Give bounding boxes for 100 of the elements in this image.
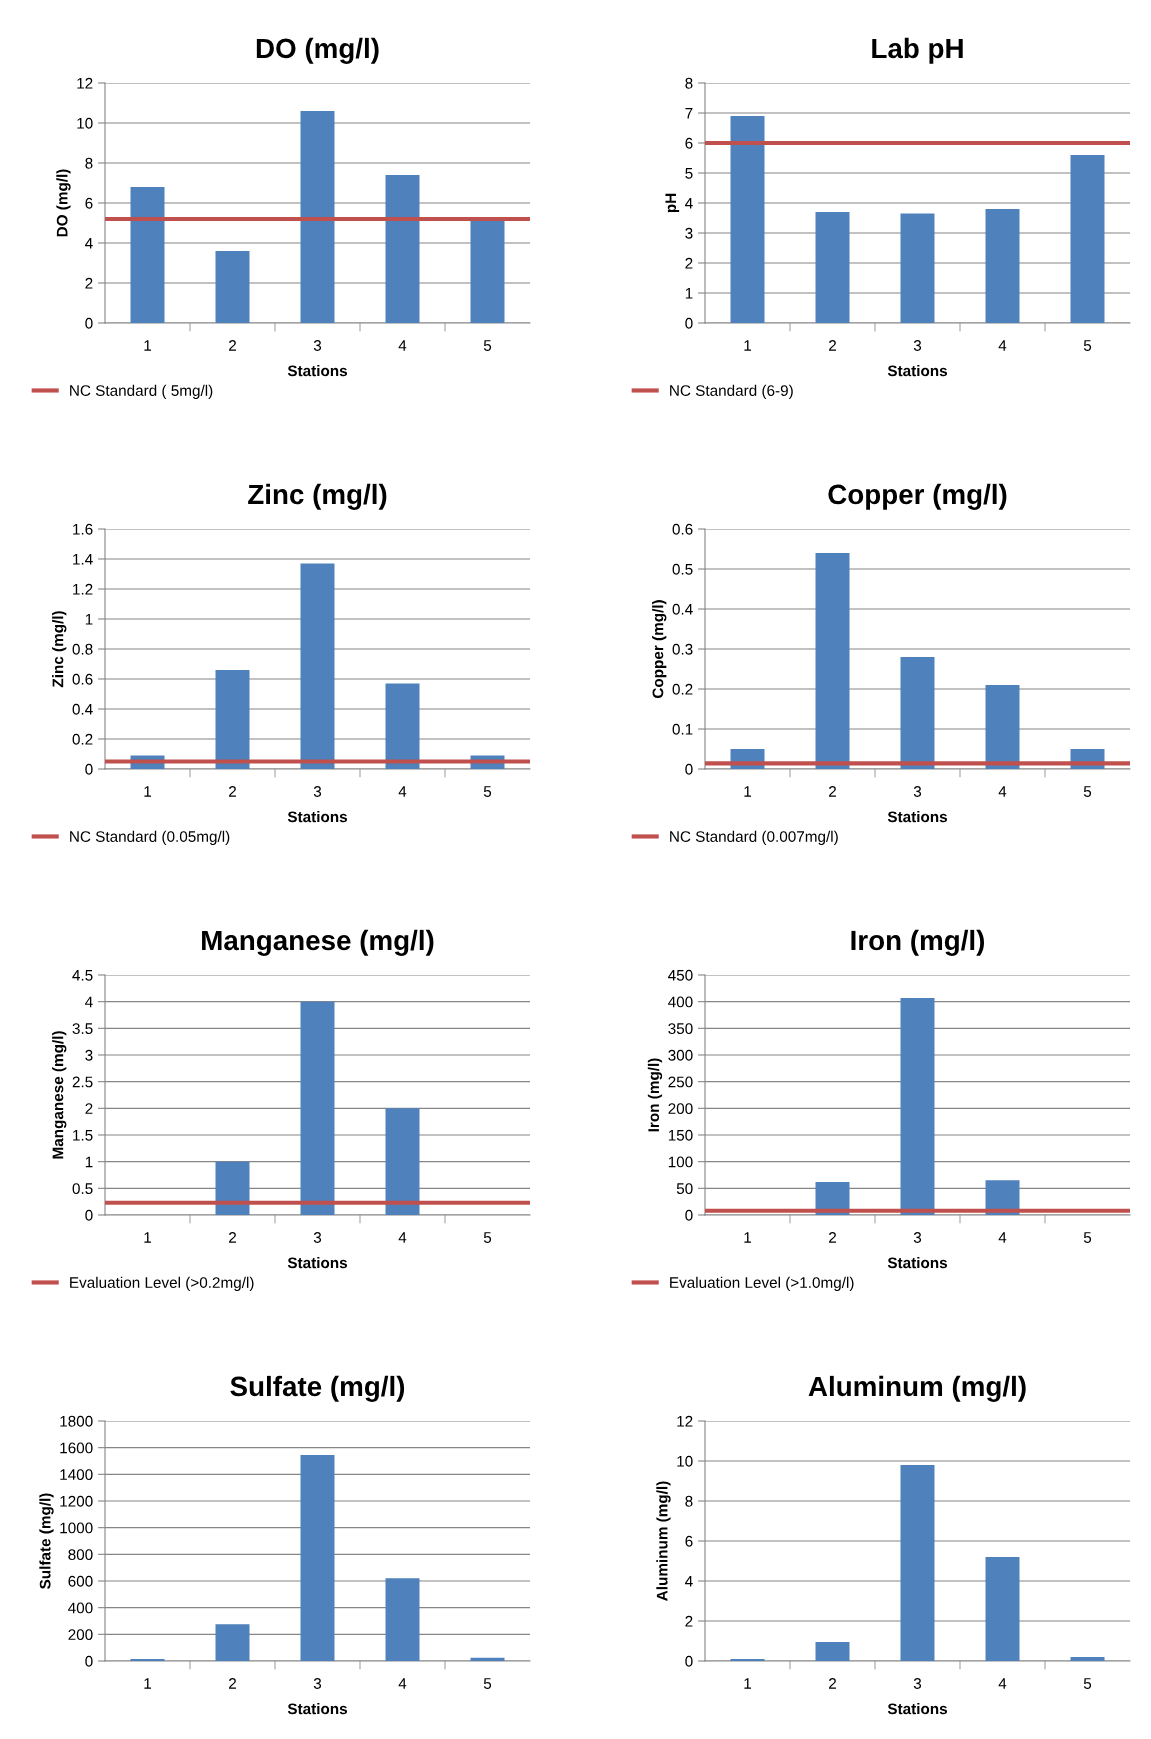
- y-tick-label: 6: [685, 1535, 693, 1547]
- bar: [215, 1161, 250, 1215]
- y-tick-label: 0.3: [672, 643, 693, 655]
- x-tick-label: 1: [144, 1232, 151, 1243]
- y-tick-label: 1.6: [73, 523, 93, 535]
- y-tick-label: 0: [85, 1209, 93, 1221]
- bar: [900, 1465, 935, 1661]
- y-tick-label: 3: [685, 227, 693, 239]
- x-tick-label: 5: [483, 1678, 492, 1689]
- x-tick-label: 2: [229, 1232, 236, 1243]
- y-tick-label: 10: [77, 117, 93, 129]
- y-tick-label: 10: [677, 1455, 693, 1467]
- y-tick-label: 6: [685, 137, 693, 149]
- bar: [300, 1001, 335, 1215]
- bar: [815, 212, 850, 323]
- y-tick-label: 6: [85, 197, 93, 209]
- x-tick-label: 1: [144, 1678, 151, 1689]
- x-axis-title: Stations: [287, 811, 348, 823]
- y-tick-label: 0.2: [72, 733, 93, 745]
- x-tick-label: 2: [229, 1678, 236, 1689]
- y-tick-label: 3.5: [72, 1023, 93, 1035]
- y-tick-label: 800: [68, 1549, 93, 1561]
- x-tick-label: 4: [398, 340, 407, 351]
- y-tick-label: 100: [668, 1156, 693, 1168]
- x-tick-label: 4: [998, 340, 1007, 351]
- x-tick-label: 3: [313, 340, 322, 351]
- x-tick-label: 5: [1083, 1678, 1092, 1689]
- bar: [215, 670, 250, 769]
- bar: [900, 213, 935, 323]
- x-tick-label: 5: [483, 340, 492, 351]
- chart-title: Aluminum (mg/l): [808, 1375, 1026, 1402]
- x-tick-label: 2: [829, 1678, 836, 1689]
- bar: [300, 1455, 335, 1661]
- y-tick-label: 1: [85, 614, 93, 625]
- y-tick-label: 0: [685, 1209, 693, 1221]
- y-tick-label: 2: [85, 277, 93, 289]
- y-axis-title: Aluminum (mg/l): [656, 1481, 671, 1601]
- y-tick-label: 0: [685, 317, 693, 329]
- x-axis-title: Stations: [887, 1257, 948, 1269]
- y-tick-label: 450: [668, 969, 693, 981]
- x-tick-label: 5: [483, 786, 492, 797]
- bar: [130, 187, 165, 323]
- bar: [1070, 155, 1105, 323]
- y-tick-label: 4: [685, 198, 693, 209]
- y-tick-label: 4.5: [72, 970, 93, 981]
- y-tick-label: 1: [685, 288, 693, 299]
- bar: [815, 1642, 850, 1661]
- y-axis-title: Sulfate (mg/l): [39, 1493, 54, 1589]
- x-tick-label: 5: [1083, 1232, 1092, 1243]
- y-tick-label: 50: [676, 1183, 693, 1195]
- x-axis-title: Stations: [287, 1703, 348, 1715]
- x-tick-label: 1: [744, 340, 751, 351]
- bar: [900, 657, 935, 769]
- x-tick-label: 1: [744, 786, 751, 797]
- y-tick-label: 8: [685, 77, 693, 89]
- bar: [470, 1657, 505, 1661]
- y-tick-label: 7: [685, 108, 693, 119]
- y-tick-label: 600: [68, 1575, 93, 1587]
- x-tick-label: 3: [313, 1678, 322, 1689]
- y-tick-label: 0: [85, 1655, 93, 1667]
- y-tick-label: 0: [85, 317, 93, 329]
- x-tick-label: 2: [829, 786, 836, 797]
- y-tick-label: 2: [685, 257, 693, 269]
- y-tick-label: 12: [677, 1415, 693, 1427]
- legend-label: NC Standard (6-9): [670, 384, 793, 399]
- chart-title: Manganese (mg/l): [202, 929, 434, 956]
- y-tick-label: 1800: [60, 1415, 93, 1427]
- x-tick-label: 4: [398, 786, 407, 797]
- y-tick-label: 0: [85, 763, 93, 775]
- x-tick-label: 1: [744, 1678, 751, 1689]
- x-tick-label: 2: [829, 1232, 836, 1243]
- y-tick-label: 1000: [60, 1522, 93, 1534]
- bar: [215, 251, 250, 323]
- y-tick-label: 350: [668, 1023, 693, 1035]
- x-tick-label: 4: [998, 1678, 1007, 1689]
- x-tick-label: 1: [144, 786, 151, 797]
- x-tick-label: 5: [1083, 786, 1092, 797]
- x-axis-title: Stations: [887, 1703, 948, 1715]
- y-tick-label: 4: [85, 238, 93, 249]
- y-tick-label: 2.5: [72, 1076, 93, 1088]
- x-axis-title: Stations: [287, 365, 348, 377]
- y-tick-label: 8: [85, 157, 93, 169]
- x-tick-label: 2: [229, 786, 236, 797]
- y-tick-label: 0.4: [72, 703, 93, 715]
- x-tick-label: 3: [913, 786, 922, 797]
- legend-label: Evaluation Level (>1.0mg/l): [670, 1276, 854, 1291]
- x-axis-title: Stations: [287, 1257, 348, 1269]
- chart-title: Iron (mg/l): [851, 929, 985, 956]
- y-axis-title: Copper (mg/l): [652, 600, 667, 699]
- bar: [730, 116, 765, 323]
- y-axis-title: Manganese (mg/l): [52, 1031, 67, 1159]
- chart-title: Sulfate (mg/l): [230, 1375, 405, 1402]
- bar: [985, 1557, 1020, 1661]
- y-axis-title: DO (mg/l): [56, 169, 71, 237]
- legend-label: NC Standard ( 5mg/l): [70, 384, 213, 399]
- y-tick-label: 0.5: [672, 563, 693, 575]
- x-tick-label: 4: [998, 1232, 1007, 1243]
- x-tick-label: 1: [744, 1232, 751, 1243]
- bar: [385, 683, 420, 769]
- y-tick-label: 2: [685, 1615, 693, 1627]
